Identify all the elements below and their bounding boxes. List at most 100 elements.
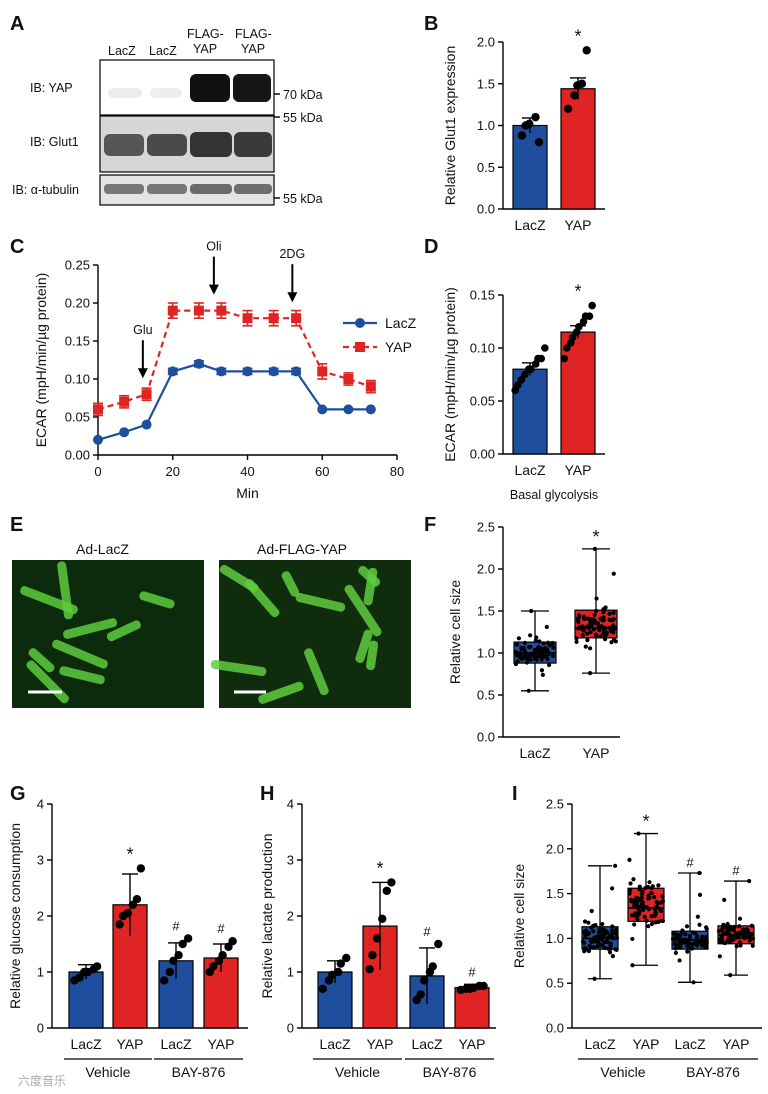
data-point bbox=[603, 605, 608, 610]
data-point bbox=[428, 962, 437, 971]
significance-mark: * bbox=[376, 858, 383, 878]
data-point bbox=[333, 967, 343, 977]
data-point bbox=[588, 925, 594, 930]
y-tick-label: 2.5 bbox=[477, 520, 495, 535]
x-tick-label: LacZ bbox=[514, 217, 546, 233]
cells-lacz bbox=[20, 561, 175, 704]
y-tick-label: 2 bbox=[287, 909, 294, 924]
data-point bbox=[372, 934, 382, 943]
data-point bbox=[737, 940, 743, 945]
data-point bbox=[613, 863, 618, 868]
data-point bbox=[722, 897, 727, 902]
x-tick-label: LacZ bbox=[70, 1036, 102, 1052]
data-point bbox=[651, 895, 657, 900]
chart-b: 0.0 0.5 1.0 1.5 2.0 Relative Glut1 expression… bbox=[442, 26, 605, 233]
data-point bbox=[597, 628, 602, 633]
cell bbox=[63, 618, 118, 639]
data-point bbox=[209, 962, 218, 971]
chart-d: 0.00 0.05 0.10 0.15 ECAR (mpH/min/µg protein… bbox=[442, 282, 605, 502]
chart-c: 0.00 0.05 0.10 0.15 0.20 0.25 ECAR (mpH/min/µg… bbox=[33, 240, 417, 501]
y-axis-label: Relative cell size bbox=[511, 864, 527, 968]
data-point bbox=[630, 963, 635, 968]
data-point bbox=[479, 981, 488, 991]
data-point bbox=[568, 333, 577, 342]
data-point bbox=[589, 621, 595, 626]
annotation-label: 2DG bbox=[279, 247, 305, 261]
data-point bbox=[652, 913, 658, 918]
data-point bbox=[119, 396, 130, 407]
x-tick-label: 60 bbox=[315, 464, 329, 479]
y-tick-label: 1.0 bbox=[477, 646, 495, 661]
data-point bbox=[193, 358, 204, 369]
data-point bbox=[734, 944, 739, 949]
data-point bbox=[546, 662, 552, 668]
band-tub-1 bbox=[104, 184, 144, 194]
data-point bbox=[656, 919, 661, 925]
watermark: 六度音乐 bbox=[18, 1073, 66, 1088]
y-axis-label: ECAR (mpH/min/µg protein) bbox=[33, 273, 49, 448]
data-point bbox=[655, 901, 660, 906]
data-point bbox=[546, 640, 551, 645]
data-point bbox=[598, 634, 603, 639]
band-glut1-1 bbox=[104, 134, 144, 156]
legend-marker bbox=[355, 318, 365, 328]
data-point bbox=[585, 932, 590, 937]
cells-yap bbox=[210, 564, 382, 704]
data-point bbox=[342, 953, 351, 963]
data-point bbox=[608, 629, 614, 634]
band-tub-4 bbox=[234, 184, 272, 194]
data-point bbox=[632, 922, 637, 927]
x-tick-label: 80 bbox=[390, 464, 404, 479]
x-tick-label: YAP bbox=[565, 462, 592, 478]
data-point bbox=[588, 944, 593, 949]
data-point bbox=[517, 131, 527, 140]
annotation-arrowhead bbox=[137, 368, 148, 379]
data-point bbox=[336, 959, 346, 968]
panel-label-e: E bbox=[10, 514, 23, 536]
data-point bbox=[588, 301, 596, 310]
data-point bbox=[603, 637, 608, 642]
data-point bbox=[600, 618, 605, 623]
data-point bbox=[629, 897, 634, 902]
data-point bbox=[639, 892, 645, 897]
cell bbox=[139, 591, 175, 609]
data-point bbox=[610, 954, 615, 959]
y-tick-label: 4 bbox=[287, 797, 294, 812]
x-tick-label: 20 bbox=[166, 464, 180, 479]
data-point bbox=[317, 404, 328, 415]
cell bbox=[304, 648, 329, 696]
data-point bbox=[634, 901, 640, 906]
data-point bbox=[628, 888, 633, 893]
data-point bbox=[218, 951, 227, 960]
data-point bbox=[585, 638, 590, 643]
data-point bbox=[685, 949, 690, 954]
group-label: Vehicle bbox=[335, 1064, 380, 1080]
data-point bbox=[291, 366, 302, 377]
data-point bbox=[738, 943, 743, 948]
data-point bbox=[591, 929, 596, 934]
data-point bbox=[594, 608, 599, 613]
data-point bbox=[242, 366, 253, 377]
data-point bbox=[697, 922, 702, 927]
annotation-arrowhead bbox=[208, 284, 219, 295]
data-point bbox=[611, 637, 617, 642]
data-point bbox=[586, 948, 592, 954]
data-point bbox=[736, 935, 742, 940]
data-point bbox=[515, 659, 520, 664]
significance-mark: * bbox=[574, 26, 581, 46]
significance-mark: * bbox=[574, 282, 581, 302]
data-point bbox=[75, 973, 84, 982]
legend-label: LacZ bbox=[385, 315, 417, 331]
data-point bbox=[656, 883, 661, 888]
y-tick-label: 0.00 bbox=[470, 447, 495, 462]
data-point bbox=[592, 546, 597, 551]
data-point bbox=[577, 79, 587, 88]
significance-mark: * bbox=[126, 844, 133, 864]
data-point bbox=[581, 614, 586, 619]
panel-e: Ad-LacZ Ad-FLAG-YAP bbox=[12, 541, 411, 708]
panel-a: A LacZ LacZ FLAG- YAP FLAG- YAP IB: YAP … bbox=[10, 13, 323, 206]
band-yap-3 bbox=[190, 74, 230, 102]
data-point bbox=[521, 370, 529, 379]
data-point bbox=[517, 654, 522, 660]
blot-label-glut1: IB: Glut1 bbox=[30, 135, 79, 149]
